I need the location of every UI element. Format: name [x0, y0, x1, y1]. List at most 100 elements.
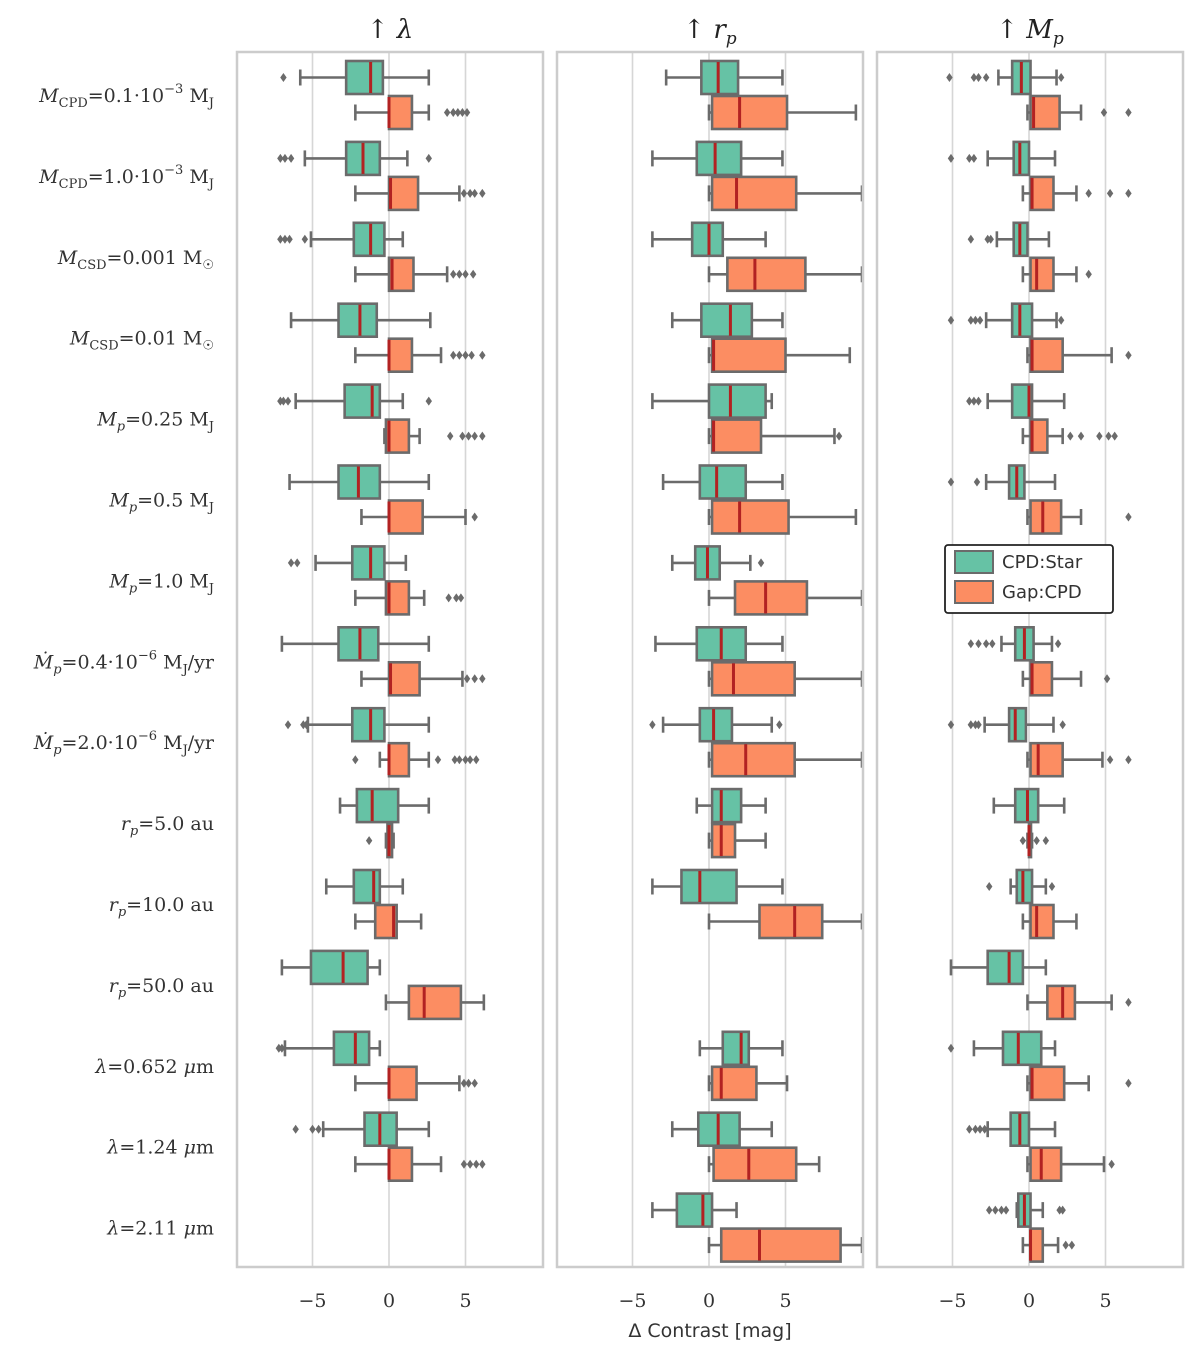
flier-point — [1042, 836, 1050, 846]
box-cpd-star — [947, 1030, 1057, 1067]
box-iqr — [1029, 903, 1055, 940]
flier-point — [445, 593, 452, 603]
flier-point — [982, 73, 990, 82]
box-cpd-star — [966, 1111, 1057, 1147]
box-gap-cpd — [1021, 418, 1118, 454]
x-tick-label: −5 — [618, 1290, 646, 1312]
flier-point — [947, 720, 955, 730]
box-iqr — [384, 418, 411, 454]
row-label: MCPD=0.1·10−3 MJ — [38, 82, 214, 111]
box-gap-cpd — [1026, 1065, 1132, 1102]
flier-point — [976, 315, 984, 325]
flier-point — [1085, 269, 1092, 279]
flier-point — [463, 108, 471, 117]
flier-point — [986, 1205, 993, 1215]
box-iqr — [1029, 660, 1054, 697]
box-iqr — [387, 175, 420, 212]
flier-point — [471, 674, 478, 684]
flier-point — [479, 350, 486, 360]
flier-point — [1048, 882, 1056, 891]
box-cpd-star — [338, 787, 431, 824]
flier-point — [1106, 755, 1114, 765]
flier-point — [450, 350, 457, 360]
box-cpd-star — [695, 787, 767, 824]
box-cpd-star — [947, 302, 1065, 339]
row-label: λ=0.652 μm — [94, 1056, 214, 1078]
flier-point — [981, 1124, 988, 1134]
flier-point — [286, 234, 293, 244]
box-iqr — [355, 787, 400, 824]
panel-3: ↑ Mp −5 0 5 — [875, 15, 1185, 1312]
box-gap-cpd — [707, 94, 858, 131]
flier-point — [966, 1124, 973, 1134]
flier-point — [278, 1043, 286, 1053]
x-tick-label: 0 — [703, 1290, 715, 1312]
box-iqr — [986, 949, 1025, 986]
box-iqr — [407, 984, 463, 1021]
box-iqr — [1029, 1065, 1066, 1102]
flier-point — [1002, 1205, 1010, 1215]
flier-point — [352, 755, 359, 765]
box-iqr — [1012, 140, 1031, 177]
flier-point — [284, 720, 292, 730]
x-tick-label: 5 — [779, 1290, 791, 1312]
flier-point — [970, 153, 978, 163]
box-iqr — [1010, 302, 1034, 339]
box-gap-cpd — [360, 660, 486, 697]
flier-point — [1085, 188, 1092, 198]
flier-point — [835, 431, 843, 441]
flier-point — [443, 108, 451, 117]
box-cpd-star — [698, 1030, 784, 1067]
box-iqr — [700, 59, 740, 96]
row-label: MCPD=1.0·10−3 MJ — [38, 163, 214, 192]
box-gap-cpd — [354, 175, 486, 212]
box-cpd-star — [664, 59, 784, 96]
flier-point — [1125, 997, 1132, 1007]
box-iqr — [707, 383, 767, 419]
flier-point — [1033, 836, 1040, 846]
flier-point — [309, 1124, 316, 1134]
flier-point — [466, 755, 474, 765]
flier-point — [277, 234, 284, 244]
box-iqr — [710, 741, 796, 778]
flier-point — [1059, 720, 1066, 730]
flier-point — [450, 108, 457, 117]
box-gap-cpd — [707, 175, 864, 212]
box-iqr — [373, 903, 398, 940]
flier-point — [967, 720, 975, 730]
flier-point — [456, 269, 463, 279]
box-iqr — [1029, 741, 1064, 778]
box-iqr — [352, 221, 386, 258]
flier-point — [463, 674, 471, 684]
box-cpd-star — [670, 545, 765, 581]
box-gap-cpd — [354, 256, 477, 293]
box-cpd-star — [986, 868, 1056, 905]
legend-swatch — [954, 550, 994, 574]
box-gap-cpd — [352, 741, 480, 778]
box-gap-cpd — [707, 580, 864, 616]
flier-point — [459, 108, 466, 117]
flier-point — [466, 188, 474, 198]
panel-title: ↑ λ — [367, 15, 414, 45]
box-cpd-star — [277, 221, 405, 258]
flier-point — [471, 188, 478, 198]
flier-point — [947, 477, 955, 487]
flier-point — [1125, 1078, 1132, 1088]
flier-point — [1068, 1240, 1076, 1250]
box-iqr — [1010, 383, 1034, 419]
panel-frame — [875, 50, 1185, 1269]
flier-point — [1105, 431, 1112, 441]
flier-point — [456, 350, 463, 360]
flier-point — [287, 153, 295, 163]
box-iqr — [384, 580, 411, 616]
box-cpd-star — [651, 383, 774, 419]
box-gap-cpd — [365, 822, 395, 859]
x-tick-label: 0 — [383, 1290, 395, 1312]
flier-point — [466, 1159, 474, 1169]
flier-point — [947, 1043, 955, 1053]
flier-point — [1019, 836, 1027, 846]
box-iqr — [710, 787, 743, 824]
box-iqr — [1029, 256, 1055, 293]
flier-point — [1059, 1205, 1066, 1215]
